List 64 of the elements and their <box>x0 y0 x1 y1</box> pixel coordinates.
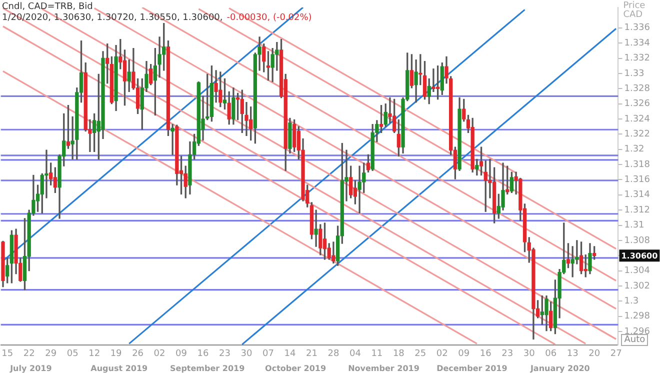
y-tick-label: 1.314 <box>624 190 650 200</box>
y-tick-label: 1.298 <box>624 312 650 322</box>
y-tick-label: 1.336 <box>624 23 650 34</box>
x-tick-label: 23 <box>219 348 230 359</box>
x-tick-label: 19 <box>110 348 122 359</box>
y-tick-label: 1.33 <box>624 68 644 79</box>
y-axis-title: Price CAD <box>623 1 646 20</box>
y-tick-label: 1.302 <box>624 281 650 292</box>
text: 1.30600 <box>621 252 658 261</box>
y-tick-label: 1.318 <box>624 160 650 170</box>
candlestick <box>314 210 318 247</box>
x-tick-label: 26 <box>132 348 144 359</box>
y-tick-label: 1.31 <box>624 220 644 231</box>
y-tick-label: 1.308 <box>624 236 650 246</box>
x-tick-label: 14 <box>284 348 296 359</box>
x-tick-label: 06 <box>545 348 557 359</box>
x-tick-label: 02 <box>154 348 166 359</box>
x-tick-label: 07 <box>262 348 274 359</box>
y-tick-label: 1.316 <box>624 175 650 186</box>
y-tick-label: 1.326 <box>624 99 650 110</box>
y-tick-label: 1.296 <box>624 326 650 337</box>
x-tick-label: 04 <box>349 348 362 359</box>
auto-button: Auto <box>621 334 648 346</box>
x-tick-label: 23 <box>502 348 514 359</box>
y-tick-label: 1.312 <box>624 205 650 216</box>
x-tick-label: 28 <box>328 348 340 359</box>
x-tick-label: 13 <box>566 348 578 359</box>
text: 1/20/2020, 1.30630, 1.30720, 1.30550, 1.30600, <box>2 13 223 23</box>
x-tick-label: 15 <box>2 348 14 359</box>
x-tick-label: 29 <box>45 348 57 359</box>
chart-title: Cndl, CAD=TRB, Bid <box>2 2 93 12</box>
x-tick-label: 27 <box>610 348 622 359</box>
x-tick-label: 05 <box>66 348 78 359</box>
x-tick-label: 11 <box>371 348 383 359</box>
candlestick <box>432 68 436 92</box>
x-tick-label: 21 <box>306 348 318 359</box>
text: July 2019 <box>9 364 52 373</box>
text: October 2019 <box>265 364 326 373</box>
x-tick-label: 30 <box>240 348 252 359</box>
x-tick-label: 22 <box>23 348 35 359</box>
text: November 2019 <box>348 364 420 373</box>
y-tick-label: 1.328 <box>624 84 650 94</box>
y-tick-label: 1.322 <box>624 130 650 140</box>
y-tick-label: 1.304 <box>624 266 650 276</box>
y-tick-label: 1.334 <box>624 38 650 48</box>
candlestick <box>358 166 362 214</box>
x-tick-label: 30 <box>523 348 536 359</box>
x-tick-label: 16 <box>197 348 210 359</box>
x-tick-label: 02 <box>436 348 448 359</box>
x-tick-label: 09 <box>458 348 470 359</box>
text: January 2020 <box>529 364 590 373</box>
x-tick-label: 09 <box>176 348 188 359</box>
x-tick-label: 16 <box>480 348 492 359</box>
x-tick-label: 20 <box>588 348 600 359</box>
x-tick-label: 25 <box>414 348 426 359</box>
y-tick-label: 1.3 <box>624 296 639 307</box>
y-tick-label: 1.324 <box>624 114 650 124</box>
y-tick-label: 1.32 <box>624 144 644 155</box>
x-tick-label: 12 <box>88 348 100 359</box>
text: September 2019 <box>170 364 246 373</box>
text: August 2019 <box>90 364 148 373</box>
text: December 2019 <box>436 364 508 373</box>
x-tick-label: 18 <box>392 348 405 359</box>
y-tick-label: 1.332 <box>624 54 650 64</box>
